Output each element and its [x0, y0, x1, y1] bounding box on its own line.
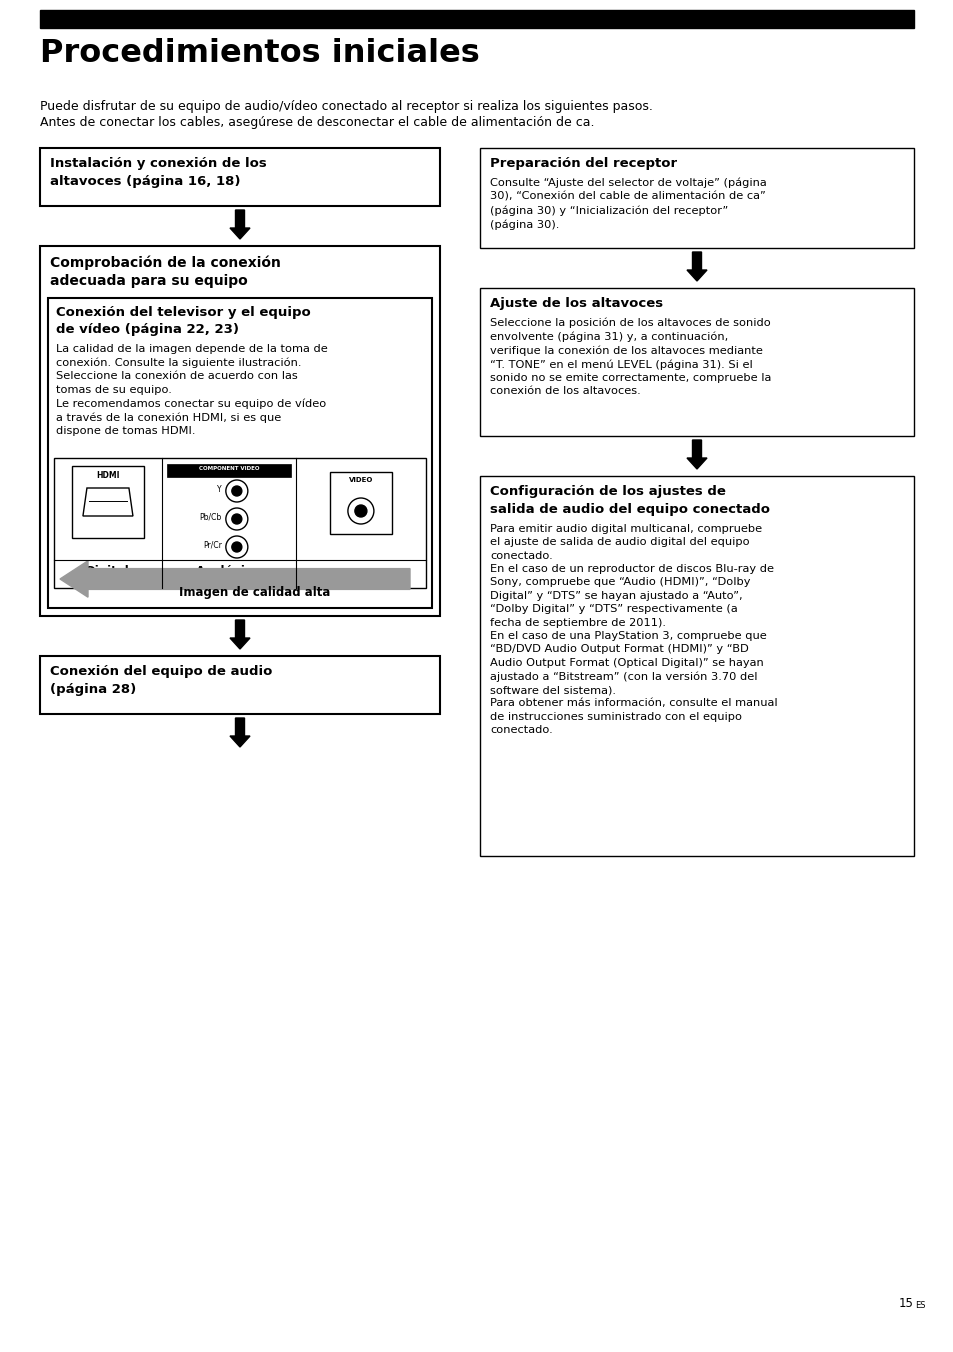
- Text: Seleccione la posición de los altavoces de sonido
envolvente (página 31) y, a co: Seleccione la posición de los altavoces …: [490, 316, 771, 396]
- Text: Pb/Cb: Pb/Cb: [199, 512, 222, 522]
- Text: COMPONENT VIDEO: COMPONENT VIDEO: [198, 466, 259, 470]
- Text: VIDEO: VIDEO: [349, 477, 373, 483]
- Text: Conexión del equipo de audio
(página 28): Conexión del equipo de audio (página 28): [50, 665, 273, 695]
- Text: Procedimientos iniciales: Procedimientos iniciales: [40, 38, 479, 69]
- Text: Digital: Digital: [86, 565, 130, 579]
- Text: Antes de conectar los cables, asegúrese de desconectar el cable de alimentación : Antes de conectar los cables, asegúrese …: [40, 116, 594, 128]
- Text: Analógico: Analógico: [196, 565, 261, 579]
- Text: ES: ES: [914, 1301, 924, 1310]
- Circle shape: [355, 506, 367, 516]
- Polygon shape: [230, 621, 250, 649]
- Text: Pr/Cr: Pr/Cr: [203, 541, 222, 550]
- Text: Y: Y: [217, 485, 222, 493]
- Bar: [40, 246, 439, 617]
- Bar: [167, 464, 291, 477]
- Polygon shape: [230, 718, 250, 748]
- Text: Conexión del televisor y el equipo
de vídeo (página 22, 23): Conexión del televisor y el equipo de ví…: [56, 306, 311, 337]
- Text: Imagen de calidad alta: Imagen de calidad alta: [179, 585, 331, 599]
- Bar: [479, 288, 913, 435]
- Bar: [48, 297, 432, 608]
- Bar: [71, 466, 144, 538]
- Text: Preparación del receptor: Preparación del receptor: [490, 157, 677, 170]
- Polygon shape: [686, 251, 706, 281]
- Bar: [479, 476, 913, 856]
- Text: Consulte “Ajuste del selector de voltaje” (página
30), “Conexión del cable de al: Consulte “Ajuste del selector de voltaje…: [490, 178, 766, 230]
- Text: Comprobación de la conexión
adecuada para su equipo: Comprobación de la conexión adecuada par…: [50, 256, 280, 288]
- Polygon shape: [60, 561, 410, 598]
- Circle shape: [232, 542, 242, 552]
- Polygon shape: [230, 210, 250, 239]
- Text: Para emitir audio digital multicanal, compruebe
el ajuste de salida de audio dig: Para emitir audio digital multicanal, co…: [490, 525, 777, 735]
- Bar: [54, 458, 426, 588]
- Text: Puede disfrutar de su equipo de audio/vídeo conectado al receptor si realiza los: Puede disfrutar de su equipo de audio/ví…: [40, 100, 652, 114]
- Bar: [479, 147, 913, 247]
- Text: Ajuste de los altavoces: Ajuste de los altavoces: [490, 297, 662, 310]
- Text: 15: 15: [898, 1297, 913, 1310]
- Bar: [40, 656, 439, 714]
- Text: Configuración de los ajustes de
salida de audio del equipo conectado: Configuración de los ajustes de salida d…: [490, 485, 769, 515]
- Polygon shape: [686, 439, 706, 469]
- Text: HDMI: HDMI: [96, 470, 119, 480]
- Text: Instalación y conexión de los
altavoces (página 16, 18): Instalación y conexión de los altavoces …: [50, 157, 267, 188]
- Circle shape: [232, 485, 242, 496]
- Bar: [40, 9, 913, 28]
- Bar: [40, 147, 439, 206]
- Bar: [330, 472, 392, 534]
- Text: La calidad de la imagen depende de la toma de
conexión. Consulte la siguiente il: La calidad de la imagen depende de la to…: [56, 343, 328, 437]
- Circle shape: [232, 514, 242, 525]
